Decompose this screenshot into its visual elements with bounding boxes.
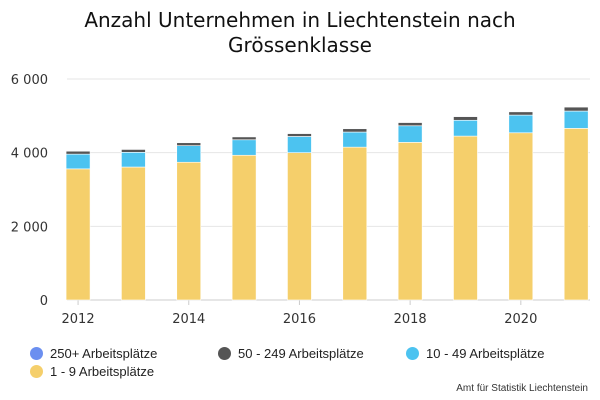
- bar-segment: [287, 136, 312, 153]
- bar-segment: [342, 128, 368, 133]
- bar-segment: [453, 116, 478, 121]
- bar-segment: [342, 146, 368, 301]
- chart-legend: 250+ Arbeitsplätze 50 - 249 Arbeitsplätz…: [30, 346, 590, 382]
- bar-segment: [231, 139, 257, 156]
- bar-segment: [508, 114, 534, 134]
- bar-segment: [397, 125, 423, 143]
- bar-segment: [397, 122, 423, 127]
- y-tick-label: 4 000: [11, 147, 48, 162]
- legend-swatch-10-49: [406, 347, 419, 360]
- bar-segment: [121, 151, 146, 168]
- bar-segment: [231, 136, 257, 141]
- x-tick-label: 2014: [172, 312, 205, 327]
- bar-segment: [231, 154, 257, 301]
- bar-segment: [508, 111, 534, 116]
- bar-segment: [342, 131, 368, 148]
- bar-segment: [563, 128, 589, 301]
- y-tick-label: 6 000: [11, 73, 48, 88]
- legend-swatch-1-9: [30, 365, 43, 378]
- bar-segment: [65, 153, 91, 170]
- bar-segment: [287, 133, 312, 137]
- legend-label-250-plus: 250+ Arbeitsplätze: [50, 346, 158, 361]
- chart-title-line-1: Anzahl Unternehmen in Liechtenstein nach: [84, 8, 516, 32]
- bar-segment: [453, 119, 478, 137]
- x-tick-label: 2016: [283, 312, 316, 327]
- bar-segment: [121, 149, 146, 153]
- legend-item-1-9[interactable]: 1 - 9 Arbeitsplätze: [30, 364, 154, 379]
- legend-item-250-plus[interactable]: 250+ Arbeitsplätze: [30, 346, 157, 361]
- bar-segment: [563, 110, 589, 129]
- x-tick-label: 2020: [504, 312, 537, 327]
- bar-segment: [65, 168, 91, 301]
- x-tick-label: 2012: [62, 312, 95, 327]
- legend-label-50-249: 50 - 249 Arbeitsplätze: [238, 346, 364, 361]
- y-tick-label: 2 000: [11, 220, 48, 235]
- legend-swatch-250-plus: [30, 347, 43, 360]
- bar-segment: [65, 150, 91, 155]
- legend-label-1-9: 1 - 9 Arbeitsplätze: [50, 364, 155, 379]
- bar-segment: [176, 161, 202, 301]
- bar-segment: [121, 166, 146, 301]
- source-credit: Amt für Statistik Liechtenstein: [456, 383, 588, 394]
- legend-item-10-49[interactable]: 10 - 49 Arbeitsplätze: [406, 346, 545, 361]
- bar-segment: [397, 142, 423, 301]
- x-tick-label: 2018: [394, 312, 427, 327]
- bar-segment: [563, 106, 589, 112]
- bar-segment: [176, 145, 202, 163]
- chart-title-line-2: Grössenklasse: [228, 33, 372, 57]
- legend-label-10-49: 10 - 49 Arbeitsplätze: [426, 346, 545, 361]
- bar-segment: [508, 132, 534, 301]
- y-tick-label: 0: [40, 294, 48, 309]
- chart-title: Anzahl Unternehmen in Liechtenstein nach…: [60, 8, 540, 58]
- bar-segment: [176, 142, 202, 146]
- legend-swatch-50-249: [218, 347, 231, 360]
- legend-item-50-249[interactable]: 50 - 249 Arbeitsplätze: [218, 346, 364, 361]
- bar-segment: [453, 135, 478, 301]
- bar-segment: [287, 152, 312, 301]
